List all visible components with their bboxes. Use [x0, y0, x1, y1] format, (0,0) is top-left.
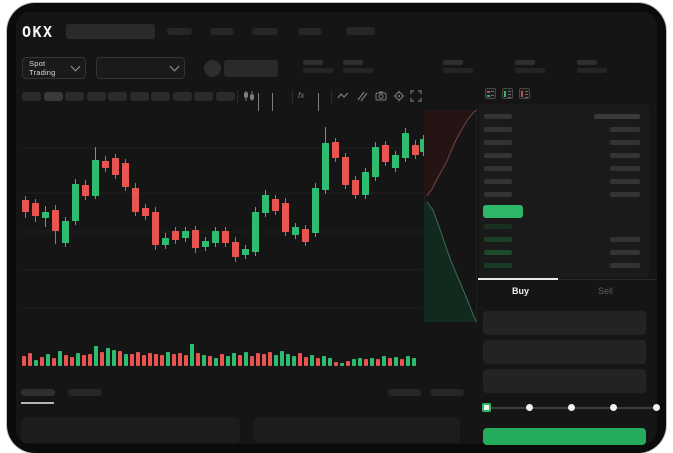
slider-stop-dot[interactable] [610, 404, 618, 411]
fx-indicator-icon[interactable]: fx [298, 91, 305, 100]
nav-item-skeleton[interactable] [167, 28, 192, 35]
ticker-stat-skeleton [577, 60, 611, 74]
timeframe-button-skeleton[interactable] [172, 92, 192, 101]
amount-input-skeleton[interactable] [483, 340, 646, 364]
trade-tabs: Buy Sell [478, 283, 648, 299]
ask-amount-skeleton[interactable] [610, 166, 640, 171]
chevron-down-icon [169, 61, 180, 72]
ask-amount-skeleton[interactable] [610, 192, 640, 197]
book-view-bids-icon[interactable] [502, 88, 513, 99]
bid-amount-skeleton[interactable] [610, 263, 640, 268]
slider-stop-dot[interactable] [568, 404, 575, 411]
ask-price-skeleton[interactable] [484, 179, 512, 184]
ask-price-skeleton[interactable] [484, 127, 512, 132]
volume-chart [22, 344, 416, 366]
nav-item-skeleton[interactable] [252, 28, 278, 35]
slider-stop-dot[interactable] [525, 404, 533, 411]
history-panel-skeleton [253, 417, 460, 443]
slider-handle[interactable] [482, 403, 491, 412]
ticker-stat-skeleton [515, 60, 549, 74]
market-type-selector[interactable]: Spot Trading [22, 57, 86, 79]
ask-amount-skeleton[interactable] [610, 140, 640, 145]
depth-chart [424, 109, 478, 323]
ask-amount-skeleton[interactable] [610, 153, 640, 158]
ask-price-skeleton[interactable] [484, 140, 512, 145]
pair-name-skeleton [224, 60, 278, 77]
tab-divider [478, 279, 657, 280]
bid-amount-skeleton[interactable] [610, 250, 640, 255]
bottom-tab-active-skeleton[interactable] [21, 389, 55, 396]
pair-selector[interactable] [96, 57, 185, 79]
nav-item-skeleton[interactable] [298, 28, 322, 35]
orderbook-panel [479, 104, 649, 278]
bid-price-skeleton[interactable] [484, 237, 512, 242]
ticker-stat-skeleton [303, 60, 337, 74]
timeframe-button-skeleton[interactable] [22, 92, 41, 101]
timeframe-button-skeleton[interactable] [43, 92, 63, 101]
timeframe-button-skeleton[interactable] [108, 92, 127, 101]
timeframe-button-skeleton[interactable] [86, 92, 106, 101]
last-price-pill[interactable] [483, 205, 523, 218]
candlestick-chart[interactable] [22, 110, 427, 334]
book-view-asks-icon[interactable] [519, 88, 530, 99]
timeframe-button-skeleton[interactable] [151, 92, 170, 101]
line-style-chevron-icon[interactable] [272, 93, 273, 111]
ask-price-skeleton[interactable] [484, 153, 512, 158]
orders-panel-skeleton [21, 417, 240, 443]
ask-price-skeleton[interactable] [484, 114, 512, 119]
price-input-skeleton[interactable] [483, 311, 646, 335]
chevron-down-icon[interactable] [318, 93, 319, 111]
nav-item-skeleton[interactable] [210, 28, 234, 35]
buy-submit-button[interactable] [483, 428, 646, 445]
okx-logo[interactable]: OKX [22, 23, 54, 41]
market-type-label: Spot Trading [29, 59, 56, 77]
bid-amount-skeleton[interactable] [610, 237, 640, 242]
timeframe-button-skeleton[interactable] [65, 92, 84, 101]
chevron-down-icon [70, 61, 81, 72]
slider-stop-dot[interactable] [652, 404, 660, 411]
bid-price-skeleton[interactable] [484, 250, 512, 255]
ask-amount-skeleton[interactable] [610, 127, 640, 132]
toolbar-divider [292, 90, 293, 103]
ask-amount-skeleton[interactable] [610, 179, 640, 184]
ask-price-skeleton[interactable] [484, 192, 512, 197]
pair-avatar [204, 60, 221, 77]
toolbar-divider [237, 90, 238, 103]
active-tab-indicator [478, 278, 558, 280]
device-frame: OKX Spot Trading [7, 3, 666, 453]
timeframe-button-skeleton[interactable] [215, 92, 235, 101]
tab-buy[interactable]: Buy [511, 286, 529, 296]
ask-price-skeleton[interactable] [484, 166, 512, 171]
ticker-stat-skeleton [443, 60, 477, 74]
tab-sell[interactable]: Sell [597, 286, 613, 296]
timeframe-button-skeleton[interactable] [129, 92, 149, 101]
nav-item-skeleton[interactable] [346, 27, 375, 35]
bid-price-skeleton[interactable] [484, 263, 512, 268]
toolbar-divider [331, 90, 332, 103]
bottom-action-skeleton[interactable] [430, 389, 464, 396]
bottom-action-skeleton[interactable] [388, 389, 421, 396]
ticker-stat-skeleton [343, 60, 377, 74]
ask-amount-skeleton[interactable] [594, 114, 640, 119]
stage: OKX Spot Trading [7, 3, 666, 453]
bid-price-skeleton[interactable] [484, 224, 512, 229]
nav-search-skeleton[interactable] [66, 24, 155, 39]
bottom-tab-skeleton[interactable] [68, 389, 102, 396]
total-input-skeleton[interactable] [483, 369, 646, 393]
chevron-down-icon[interactable] [258, 93, 259, 111]
book-view-all-icon[interactable] [485, 88, 496, 99]
timeframe-button-skeleton[interactable] [194, 92, 213, 101]
bottom-tab-underline [21, 402, 54, 404]
